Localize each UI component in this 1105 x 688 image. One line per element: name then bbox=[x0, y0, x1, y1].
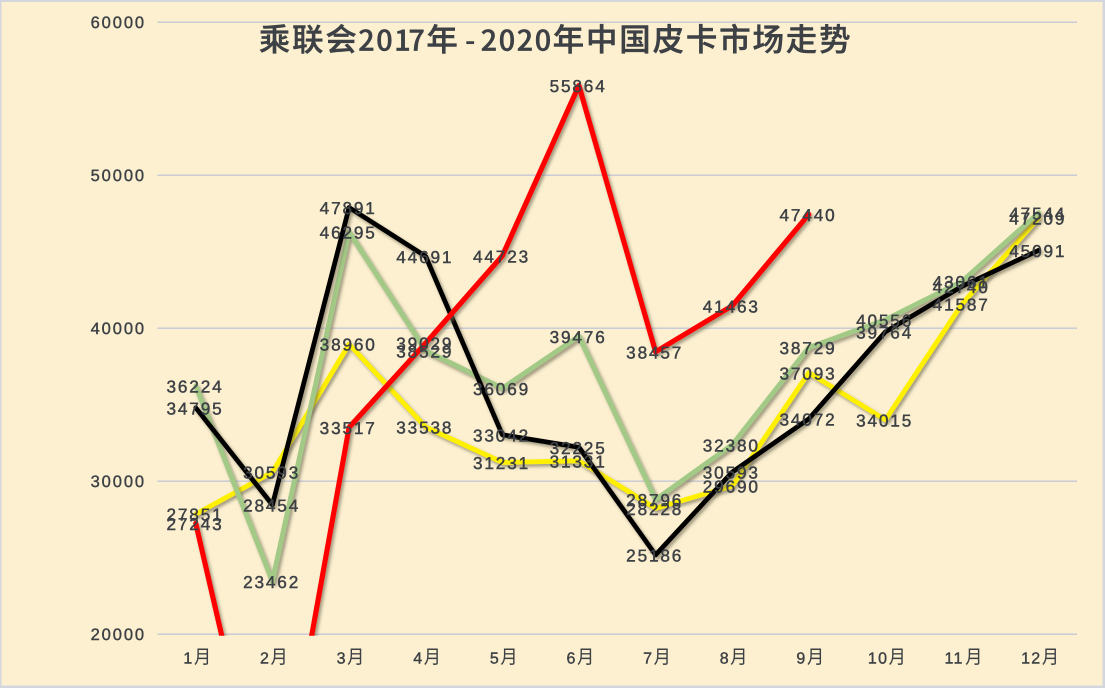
svg-text:10: 10 bbox=[868, 650, 888, 667]
svg-text:40000: 40000 bbox=[91, 320, 146, 338]
svg-text:47891: 47891 bbox=[320, 198, 377, 218]
svg-text:47209: 47209 bbox=[1009, 209, 1066, 229]
svg-text:46295: 46295 bbox=[320, 223, 377, 243]
svg-text:23462: 23462 bbox=[243, 572, 300, 592]
svg-text:32225: 32225 bbox=[550, 438, 607, 458]
svg-text:7: 7 bbox=[643, 650, 653, 667]
svg-text:39476: 39476 bbox=[550, 327, 607, 347]
svg-text:38457: 38457 bbox=[626, 342, 683, 362]
svg-text:27851: 27851 bbox=[166, 505, 223, 525]
svg-text:27243: 27243 bbox=[166, 514, 223, 534]
svg-text:2: 2 bbox=[260, 650, 270, 667]
svg-text:44723: 44723 bbox=[473, 247, 530, 267]
svg-text:30593: 30593 bbox=[703, 463, 760, 483]
svg-text:42740: 42740 bbox=[933, 277, 990, 297]
svg-text:33042: 33042 bbox=[473, 425, 530, 445]
svg-text:39029: 39029 bbox=[396, 334, 453, 354]
svg-text:43061: 43061 bbox=[933, 272, 990, 292]
svg-text:34072: 34072 bbox=[779, 410, 836, 430]
svg-text:30593: 30593 bbox=[243, 463, 300, 483]
svg-text:5: 5 bbox=[490, 650, 500, 667]
svg-text:12: 12 bbox=[1021, 650, 1041, 667]
svg-text:39764: 39764 bbox=[856, 322, 913, 342]
svg-text:38960: 38960 bbox=[320, 335, 377, 355]
svg-text:50000: 50000 bbox=[91, 167, 146, 185]
svg-text:8: 8 bbox=[720, 650, 730, 667]
svg-text:6: 6 bbox=[567, 650, 577, 667]
svg-text:4: 4 bbox=[413, 650, 423, 667]
svg-text:33538: 33538 bbox=[396, 418, 453, 438]
svg-text:38729: 38729 bbox=[779, 338, 836, 358]
svg-text:28454: 28454 bbox=[243, 496, 300, 516]
svg-text:29690: 29690 bbox=[703, 477, 760, 497]
svg-text:32380: 32380 bbox=[703, 435, 760, 455]
svg-text:11: 11 bbox=[945, 650, 964, 667]
svg-text:31331: 31331 bbox=[550, 451, 607, 471]
svg-text:34795: 34795 bbox=[166, 398, 223, 418]
svg-text:47440: 47440 bbox=[779, 205, 836, 225]
svg-text:9: 9 bbox=[796, 650, 806, 667]
svg-text:36224: 36224 bbox=[166, 377, 223, 397]
svg-text:33517: 33517 bbox=[320, 418, 377, 438]
svg-text:41463: 41463 bbox=[703, 296, 760, 316]
svg-text:31231: 31231 bbox=[473, 453, 530, 473]
svg-text:37093: 37093 bbox=[779, 363, 836, 383]
svg-text:28796: 28796 bbox=[626, 490, 683, 510]
svg-text:30000: 30000 bbox=[91, 473, 146, 491]
svg-text:36069: 36069 bbox=[473, 379, 530, 399]
svg-text:38529: 38529 bbox=[396, 341, 453, 361]
svg-text:44691: 44691 bbox=[396, 247, 453, 267]
svg-text:25186: 25186 bbox=[626, 546, 683, 566]
svg-text:47544: 47544 bbox=[1009, 203, 1066, 223]
svg-text:20000: 20000 bbox=[91, 626, 146, 644]
svg-text:40556: 40556 bbox=[856, 310, 913, 330]
svg-text:28228: 28228 bbox=[626, 499, 683, 519]
svg-text:34015: 34015 bbox=[856, 410, 913, 430]
svg-text:1: 1 bbox=[183, 650, 193, 667]
svg-text:45091: 45091 bbox=[1009, 241, 1066, 261]
svg-text:55864: 55864 bbox=[550, 76, 607, 96]
svg-text:41587: 41587 bbox=[933, 295, 990, 315]
svg-text:3: 3 bbox=[337, 650, 347, 667]
svg-text:60000: 60000 bbox=[91, 14, 146, 32]
